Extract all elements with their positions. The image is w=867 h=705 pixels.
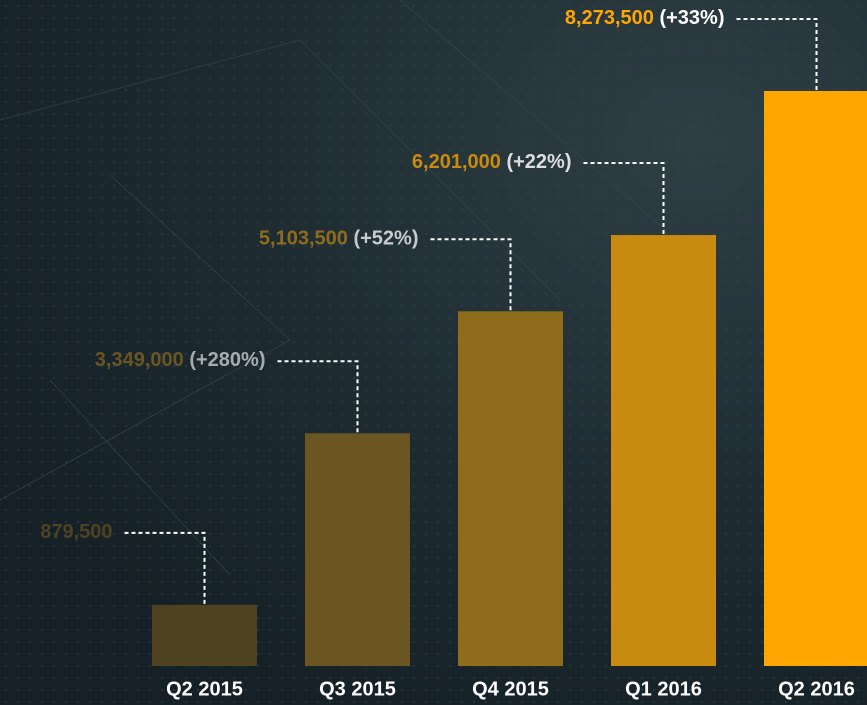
value-text: 8,273,500 <box>565 7 654 29</box>
x-tick-label: Q4 2015 <box>472 678 549 700</box>
change-text: (+22%) <box>506 151 571 173</box>
x-tick-label: Q2 2016 <box>778 678 855 700</box>
bar <box>152 605 257 666</box>
page: 879,500 Q2 2015 3,349,000 (+280%) Q3 2015 5,… <box>0 0 867 705</box>
value-label: 6,201,000 (+22%) <box>412 151 572 173</box>
bar <box>305 433 410 666</box>
value-text: 879,500 <box>40 521 112 543</box>
value-label: 5,103,500 (+52%) <box>259 228 419 250</box>
value-label: 879,500 <box>40 521 112 543</box>
change-text: (+280%) <box>189 350 265 372</box>
value-label: 3,349,000 (+280%) <box>95 350 266 372</box>
chart: 879,500 Q2 2015 3,349,000 (+280%) Q3 2015 5,… <box>0 0 867 705</box>
bar <box>611 235 716 666</box>
x-tick-label: Q3 2015 <box>319 678 396 700</box>
value-text: 5,103,500 <box>259 228 348 250</box>
x-tick-label: Q2 2015 <box>166 678 243 700</box>
bar <box>458 311 563 666</box>
value-label: 8,273,500 (+33%) <box>565 7 725 29</box>
change-text: (+52%) <box>353 228 418 250</box>
change-text: (+33%) <box>659 7 724 29</box>
x-tick-label: Q1 2016 <box>625 678 702 700</box>
bar <box>764 91 867 666</box>
value-text: 6,201,000 <box>412 151 501 173</box>
value-text: 3,349,000 <box>95 350 184 372</box>
